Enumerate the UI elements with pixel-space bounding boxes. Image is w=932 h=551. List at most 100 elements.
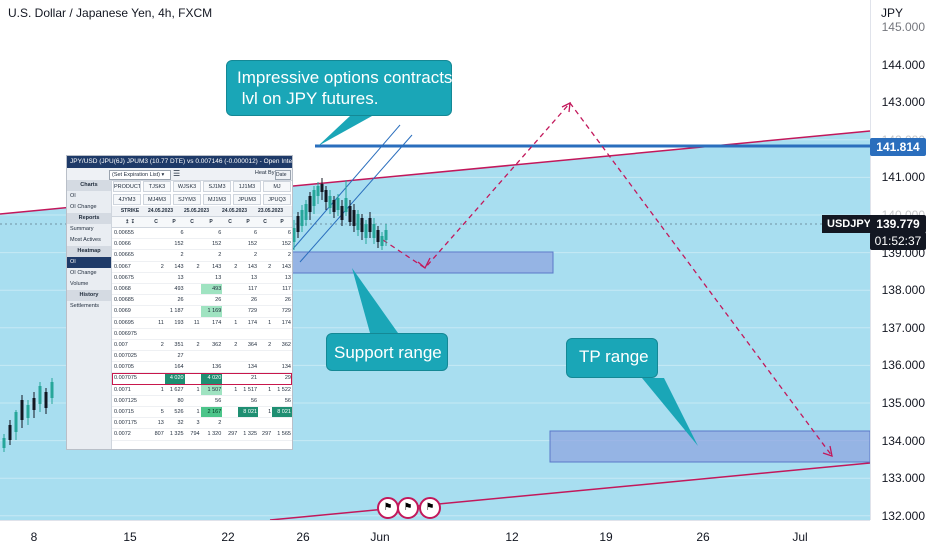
table-row[interactable]: 0.007075 4 020 4 020 21 29 bbox=[112, 373, 292, 385]
arrow-head bbox=[417, 257, 431, 270]
table-row[interactable]: 0.00685 26 26 26 26 bbox=[112, 295, 292, 307]
column-header: C bbox=[263, 219, 267, 225]
oi-cell bbox=[149, 306, 165, 316]
column-header: 25.05.2023 bbox=[184, 208, 210, 214]
oi-cell: 297 bbox=[228, 431, 238, 438]
chart-area[interactable]: U.S. Dollar / Japanese Yen, 4h, FXCM Imp… bbox=[0, 0, 870, 520]
product-tab[interactable]: MJ1M3 bbox=[203, 194, 231, 205]
table-row[interactable]: 0.0071 1 1 627 1 1 507 1 1 517 1 1 522 bbox=[112, 384, 292, 396]
oi-cell: 2 bbox=[196, 341, 200, 348]
sidebar-item[interactable]: OI bbox=[70, 193, 76, 199]
oi-cell: 4 020 bbox=[164, 373, 185, 384]
time-tick: 15 bbox=[123, 530, 137, 544]
strike-cell: 0.007 bbox=[114, 341, 128, 348]
oi-cell: 297 bbox=[262, 431, 272, 438]
price-axis[interactable]: JPY 145.000144.000143.000142.000141.0001… bbox=[870, 0, 932, 523]
oi-cell bbox=[272, 329, 292, 339]
oi-cell bbox=[258, 273, 272, 283]
table-row[interactable]: 0.0068 493 493 117 117 bbox=[112, 283, 292, 296]
settings-icon[interactable]: ☰ bbox=[173, 169, 181, 178]
oi-cell bbox=[185, 273, 201, 283]
time-tick: 12 bbox=[505, 530, 519, 544]
sidebar-item[interactable]: Volume bbox=[70, 281, 89, 287]
oi-cell bbox=[222, 362, 238, 372]
strike-cell: 0.0071 bbox=[114, 386, 131, 393]
product-tab[interactable]: SJYM3 bbox=[173, 194, 201, 205]
oi-cell: 729 bbox=[247, 308, 258, 315]
time-tick: 8 bbox=[30, 530, 38, 544]
heat-by-select[interactable]: Date bbox=[275, 170, 291, 180]
table-row[interactable]: 0.00695 11 193 11 174 1 174 1 174 bbox=[112, 318, 292, 329]
table-row[interactable]: 0.007175 13 32 3 2 bbox=[112, 418, 292, 430]
oi-cell: 1 325 bbox=[169, 431, 184, 438]
product-tab[interactable]: SJ1M3 bbox=[203, 181, 231, 192]
oi-cell: 26 bbox=[215, 297, 222, 304]
economic-event-icon[interactable]: ⚑ bbox=[419, 497, 441, 519]
time-axis[interactable]: 8 15 22 26 Jun 12 19 26 Jul bbox=[0, 520, 870, 551]
product-tab[interactable]: MJ bbox=[263, 181, 291, 192]
level-price-label: 141.814 bbox=[870, 138, 926, 156]
sidebar-item[interactable]: OI Change bbox=[70, 204, 97, 210]
sidebar-item[interactable]: OI bbox=[67, 257, 111, 268]
price-tick: 143.000 bbox=[881, 95, 925, 110]
product-tab[interactable]: 4JYM3 bbox=[113, 194, 141, 205]
oi-cell bbox=[222, 306, 238, 316]
oi-cell: 6 bbox=[254, 230, 258, 236]
table-row[interactable]: 0.0069 1 187 1 169 729 729 bbox=[112, 306, 292, 318]
oi-cell: 807 bbox=[154, 431, 164, 438]
callout-pointer bbox=[352, 268, 398, 333]
sidebar-item[interactable]: OI Change bbox=[70, 270, 97, 276]
product-tab[interactable]: WJSK3 bbox=[173, 181, 201, 192]
table-row[interactable]: 0.0072 807 1 325 794 1 320 297 1 325 297 1 565 bbox=[112, 429, 292, 441]
economic-event-icon[interactable]: ⚑ bbox=[397, 497, 419, 519]
economic-event-icon[interactable]: ⚑ bbox=[377, 497, 399, 519]
table-row[interactable]: 0.007025 27 bbox=[112, 351, 292, 363]
candle-body bbox=[44, 392, 48, 408]
projected-path bbox=[382, 101, 833, 457]
table-row[interactable]: 0.00655 6 6 6 6 bbox=[112, 228, 292, 240]
expiration-select[interactable]: (Set Expiration List) ▾ bbox=[109, 170, 171, 180]
oi-cell: 2 bbox=[234, 263, 238, 270]
oi-cell: 1 bbox=[234, 319, 238, 326]
table-row[interactable]: 0.006975 bbox=[112, 329, 292, 340]
oi-cell bbox=[222, 418, 238, 428]
table-row[interactable]: 0.007 2 351 2 362 2 364 2 362 bbox=[112, 340, 292, 352]
candle-body bbox=[308, 196, 312, 212]
product-tab[interactable]: JPUQ3 bbox=[263, 194, 291, 205]
oi-cell bbox=[258, 295, 272, 305]
product-tab[interactable]: MJ4M3 bbox=[143, 194, 171, 205]
oi-cell: 13 bbox=[215, 274, 222, 281]
product-tab[interactable]: 1J1M3 bbox=[233, 181, 261, 192]
product-tab[interactable]: PRODUCT (JPU) bbox=[113, 181, 141, 192]
oi-cell: 152 bbox=[174, 241, 184, 248]
table-header: STRIKE 24.05.2023 25.05.2023 24.05.2023 23.0… bbox=[112, 206, 292, 217]
table-row[interactable]: 0.00715 5 526 1 2 167 8 021 1 8 021 bbox=[112, 407, 292, 419]
product-tab[interactable]: TJSK3 bbox=[143, 181, 171, 192]
table-row[interactable]: 0.0067 2 143 2 143 2 143 2 143 bbox=[112, 262, 292, 273]
table-row[interactable]: 0.00675 13 13 13 13 bbox=[112, 273, 292, 284]
strike-cell: 0.0066 bbox=[114, 241, 131, 248]
oi-cell: 493 bbox=[174, 285, 184, 292]
table-row[interactable]: 0.00665 2 2 2 2 bbox=[112, 250, 292, 262]
oi-cell: 26 bbox=[177, 297, 184, 304]
table-row[interactable]: 0.00705 164 136 134 134 bbox=[112, 362, 292, 374]
oi-cell bbox=[258, 373, 272, 383]
candle-body bbox=[20, 400, 24, 420]
table-row[interactable]: 0.007125 80 56 56 56 bbox=[112, 396, 292, 407]
oi-cell: 1 bbox=[268, 409, 272, 415]
time-tick: 19 bbox=[599, 530, 613, 544]
product-tab[interactable]: JPUM3 bbox=[233, 194, 261, 205]
oi-cell: 21 bbox=[250, 375, 258, 382]
sidebar-item[interactable]: Settlements bbox=[70, 303, 100, 309]
oi-cell bbox=[222, 284, 238, 294]
sidebar-item[interactable]: Most Actives bbox=[70, 237, 101, 243]
strike-cell: 0.007025 bbox=[114, 353, 137, 360]
heat-by-label: Heat By: bbox=[254, 170, 276, 176]
sidebar-item[interactable]: Summary bbox=[70, 226, 94, 232]
oi-cell bbox=[272, 351, 292, 361]
panel-sidebar: Charts OI OI Change Reports Summary Most Acti… bbox=[67, 180, 112, 449]
oi-cell bbox=[222, 373, 238, 383]
table-row[interactable]: 0.0066 152 152 152 152 bbox=[112, 239, 292, 251]
